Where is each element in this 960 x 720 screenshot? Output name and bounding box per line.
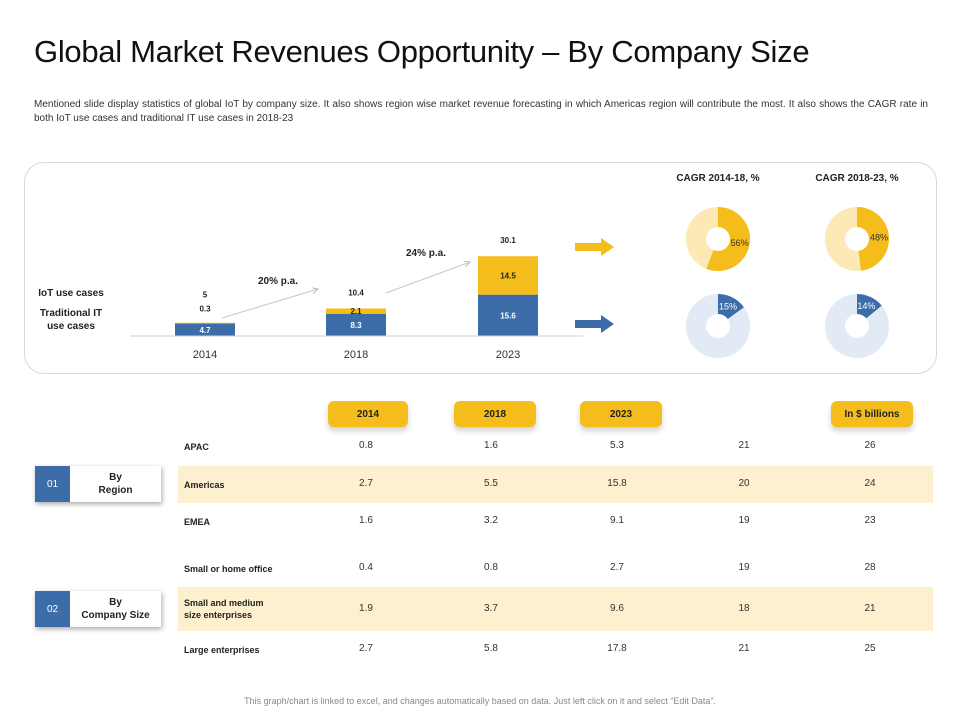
group-label-line2: Region — [98, 485, 133, 496]
column-header-2023: 2023 — [580, 401, 662, 427]
donut-label: 56% — [731, 238, 749, 248]
table-cell: 20 — [738, 478, 750, 489]
bar-total-2014: 5 — [203, 291, 208, 300]
growth-arrow-2 — [385, 262, 470, 294]
group-label: By Region — [70, 466, 161, 502]
group-by-company-size: 02 By Company Size — [35, 591, 161, 627]
table-cell: 5.5 — [484, 478, 498, 489]
donuts-layer: 56% 15% 48% 14% — [686, 207, 890, 358]
iot-arrow-icon — [575, 238, 614, 256]
table-cell: 5.8 — [484, 643, 498, 654]
table-cell: 9.1 — [610, 515, 624, 526]
growth-label-1: 20% p.a. — [258, 276, 298, 287]
donut-label: 48% — [870, 233, 888, 243]
bar-value-iot-2023: 14.5 — [500, 271, 516, 280]
traditional-label-line2: use cases — [47, 321, 95, 332]
donut-slice--2018-23-traditional — [857, 294, 882, 319]
traditional-legend-label: Traditional IT use cases — [30, 307, 112, 333]
traditional-arrow-icon — [575, 315, 614, 333]
bar-value-traditional-2014: 4.7 — [199, 326, 211, 335]
bar-total-2023: 30.1 — [500, 236, 516, 245]
row-band-americas — [178, 466, 933, 503]
row-label-americas: Americas — [184, 480, 225, 490]
column-header-2018: 2018 — [454, 401, 536, 427]
table-cell: 3.2 — [484, 515, 498, 526]
table-cell: 2.7 — [359, 643, 373, 654]
bar-value-iot-2014: 0.3 — [199, 305, 211, 314]
table-cell: 25 — [864, 643, 876, 654]
page-description: Mentioned slide display statistics of gl… — [34, 99, 928, 124]
row-label-small-home-office: Small or home office — [184, 564, 273, 574]
group-number: 02 — [35, 591, 70, 627]
table-cell: 17.8 — [607, 643, 627, 654]
bars-layer: 4.7 0.3 5 2014 8.3 2.1 10.4 2018 15.6 14.5 30.1 202… — [175, 236, 538, 361]
traditional-label-line1: Traditional IT — [39, 308, 103, 319]
bar-traditional-2014 — [175, 323, 235, 336]
table-cell: 0.4 — [359, 562, 373, 573]
table-cell: 1.6 — [359, 515, 373, 526]
group-label-line1: By — [109, 472, 122, 483]
row-label-apac: APAC — [184, 442, 209, 452]
bar-iot-2018 — [326, 308, 386, 315]
bar-traditional-2018 — [326, 314, 386, 336]
group-number: 01 — [35, 466, 70, 502]
footer-note: This graph/chart is linked to excel, and… — [244, 696, 716, 706]
group-label-line1: By — [109, 597, 122, 608]
page-title: Global Market Revenues Opportunity – By … — [34, 34, 810, 69]
table-cell: 0.8 — [359, 440, 373, 451]
table-cell: 26 — [864, 440, 876, 451]
group-label-line2: Company Size — [81, 610, 150, 621]
row-label-line2: size enterprises — [184, 610, 253, 620]
bar-value-traditional-2018: 8.3 — [350, 321, 362, 330]
table-cell: 1.6 — [484, 440, 498, 451]
table-cell: 15.8 — [607, 478, 627, 489]
growth-label-2: 24% p.a. — [406, 248, 446, 259]
table-cell: 23 — [864, 515, 876, 526]
bar-value-traditional-2023: 15.6 — [500, 311, 516, 320]
table-cell: 2.7 — [359, 478, 373, 489]
table-cell: 21 — [738, 643, 750, 654]
table-cell: 5.3 — [610, 440, 624, 451]
cagr-title-2018-23: CAGR 2018-23, % — [815, 173, 899, 184]
bar-traditional-2023 — [478, 294, 538, 336]
group-by-region: 01 By Region — [35, 466, 161, 502]
row-band-smb — [178, 587, 933, 631]
revenue-chart: 4.7 0.3 5 2014 8.3 2.1 10.4 2018 15.6 14.5 30.1 202… — [130, 207, 890, 361]
donut-slice--2018-23-iot — [857, 207, 890, 271]
table-cell: 9.6 — [610, 603, 624, 614]
table-cell: 3.7 — [484, 603, 498, 614]
donut-slice--2014-18-traditional — [718, 294, 744, 319]
table-cell: 19 — [738, 515, 750, 526]
bar-iot-2023 — [478, 256, 538, 295]
table-cell: 24 — [864, 478, 876, 489]
table-cell: 0.8 — [484, 562, 498, 573]
row-label-small-medium: Small and medium size enterprises — [184, 597, 264, 621]
donut-label: 14% — [857, 301, 875, 311]
growth-arrow-1 — [221, 289, 318, 319]
cagr-title-2014-18: CAGR 2014-18, % — [676, 173, 760, 184]
row-label-emea: EMEA — [184, 517, 211, 527]
row-label-large-enterprises: Large enterprises — [184, 645, 260, 655]
x-tick-2014: 2014 — [193, 349, 217, 361]
donut-label: 15% — [719, 301, 737, 311]
table-cell: 18 — [738, 603, 750, 614]
donut-slice--2014-18-iot — [706, 207, 750, 271]
row-label-line1: Small and medium — [184, 598, 264, 608]
bar-iot-2014 — [175, 322, 235, 324]
bar-total-2018: 10.4 — [348, 288, 364, 297]
x-tick-2023: 2023 — [496, 349, 520, 361]
table-cell: 28 — [864, 562, 876, 573]
column-header-unit: In $ billions — [831, 401, 913, 427]
bar-value-iot-2018: 2.1 — [350, 307, 362, 316]
table-cell: 1.9 — [359, 603, 373, 614]
table-cell: 2.7 — [610, 562, 624, 573]
table-cell: 21 — [738, 440, 750, 451]
x-tick-2018: 2018 — [344, 349, 368, 361]
column-header-2014: 2014 — [328, 401, 408, 427]
table-cell: 19 — [738, 562, 750, 573]
iot-legend-label: IoT use cases — [38, 288, 104, 299]
group-label: By Company Size — [70, 591, 161, 627]
table-cell: 21 — [864, 603, 876, 614]
